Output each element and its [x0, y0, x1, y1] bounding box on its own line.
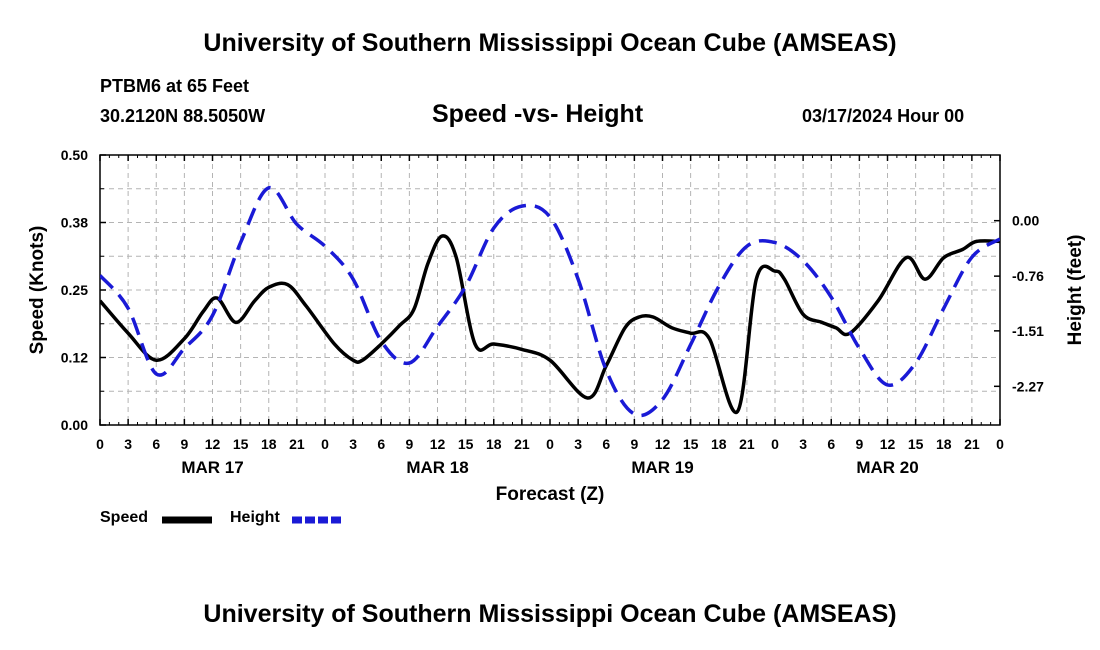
footer-title: University of Southern Mississippi Ocean…	[203, 600, 897, 628]
y-tick-label: 0.12	[61, 350, 88, 366]
x-tick-label: 9	[630, 436, 638, 452]
x-tick-label: 0	[546, 436, 554, 452]
legend-height-label: Height	[230, 509, 280, 526]
y2-tick-label: 0.00	[1012, 213, 1039, 229]
x-tick-label: 3	[799, 436, 807, 452]
x-tick-label: 12	[880, 436, 896, 452]
x-tick-label: 15	[458, 436, 474, 452]
x-tick-label: 15	[683, 436, 699, 452]
x-date-label: MAR 17	[181, 458, 243, 477]
x-tick-label: 9	[180, 436, 188, 452]
x-tick-label: 15	[908, 436, 924, 452]
y-axis-title: Speed (Knots)	[27, 226, 48, 355]
x-tick-label: 12	[655, 436, 671, 452]
x-tick-label: 18	[936, 436, 952, 452]
page-title: University of Southern Mississippi Ocean…	[203, 29, 897, 57]
x-date-label: MAR 19	[631, 458, 693, 477]
x-tick-label: 9	[405, 436, 413, 452]
x-date-label: MAR 18	[406, 458, 468, 477]
station-label: PTBM6 at 65 Feet	[100, 76, 250, 96]
x-tick-label: 12	[205, 436, 221, 452]
x-tick-label: 9	[855, 436, 863, 452]
y2-axis-title: Height (feet)	[1065, 235, 1086, 346]
y2-tick-label: -1.51	[1012, 323, 1044, 339]
chart-title: Speed -vs- Height	[432, 100, 644, 128]
y2-tick-label: -2.27	[1012, 378, 1044, 394]
x-tick-label: 18	[711, 436, 727, 452]
series-line-speed	[100, 234, 1000, 414]
plot-frame	[99, 154, 1001, 426]
x-tick-label: 21	[289, 436, 305, 452]
x-axis-title: Forecast (Z)	[496, 484, 605, 505]
x-tick-label: 21	[514, 436, 530, 452]
station-coordinates: 30.2120N 88.5050W	[100, 106, 266, 126]
x-tick-label: 21	[964, 436, 980, 452]
x-tick-label: 15	[233, 436, 249, 452]
x-tick-label: 21	[739, 436, 755, 452]
y2-tick-label: -0.76	[1012, 268, 1044, 284]
x-tick-label: 0	[996, 436, 1004, 452]
x-tick-label: 3	[574, 436, 582, 452]
x-tick-label: 12	[430, 436, 446, 452]
legend-speed-label: Speed	[100, 509, 149, 526]
x-tick-label: 0	[321, 436, 329, 452]
x-tick-label: 6	[377, 436, 385, 452]
y-tick-label: 0.25	[61, 282, 88, 298]
x-tick-label: 18	[261, 436, 277, 452]
x-tick-label: 3	[124, 436, 132, 452]
x-tick-label: 6	[827, 436, 835, 452]
x-tick-label: 0	[96, 436, 104, 452]
x-tick-label: 6	[152, 436, 160, 452]
x-date-label: MAR 20	[856, 458, 918, 477]
y-tick-label: 0.38	[61, 215, 88, 231]
x-tick-label: 6	[602, 436, 610, 452]
x-tick-label: 0	[771, 436, 779, 452]
x-tick-label: 18	[486, 436, 502, 452]
x-tick-label: 3	[349, 436, 357, 452]
y-tick-label: 0.50	[61, 147, 88, 163]
y-tick-label: 0.00	[61, 417, 88, 433]
forecast-date: 03/17/2024 Hour 00	[802, 106, 965, 126]
